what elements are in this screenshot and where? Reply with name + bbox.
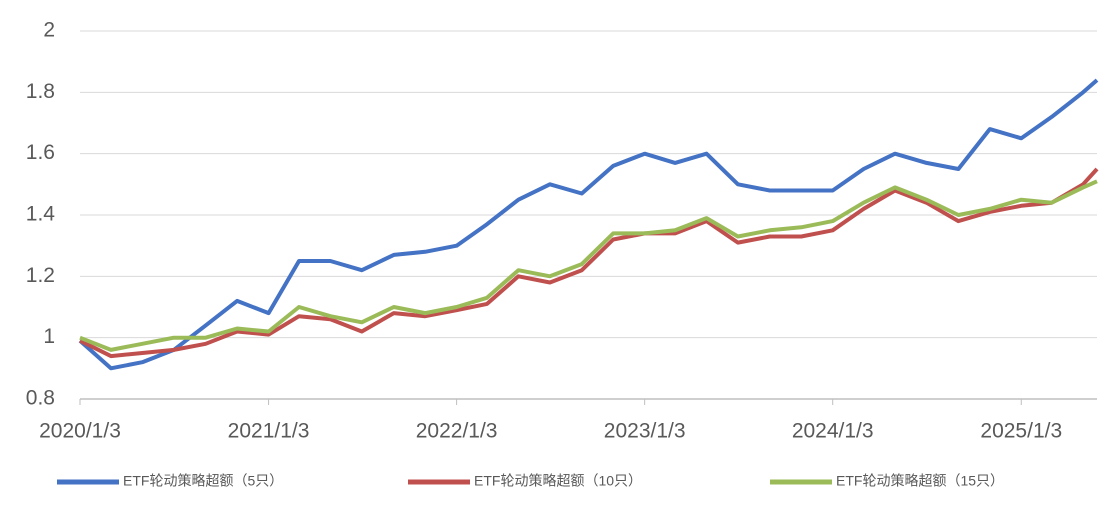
y-tick-label: 1.8: [26, 80, 55, 103]
x-tick-label: 2021/1/3: [228, 420, 310, 443]
series-line: [78, 78, 1099, 371]
y-tick-label: 1.4: [26, 203, 56, 226]
y-tick-label: 1.6: [26, 141, 55, 164]
legend-text: ETF轮动策略超额（5只）: [123, 473, 283, 489]
y-tick-label: 0.8: [26, 387, 55, 410]
legend-text: ETF轮动策略超额（10只）: [474, 473, 642, 489]
x-tick-label: 2023/1/3: [604, 420, 686, 443]
series-line: [79, 179, 1098, 352]
y-tick-label: 1: [43, 325, 55, 348]
series-line: [79, 167, 1099, 359]
y-tick-label: 2: [43, 19, 55, 42]
legend-text: ETF轮动策略超额（15只）: [836, 473, 1004, 489]
y-tick-label: 1.2: [26, 264, 55, 287]
x-tick-label: 2024/1/3: [792, 420, 874, 443]
x-tick-label: 2022/1/3: [416, 420, 498, 443]
x-tick-label: 2025/1/3: [980, 420, 1062, 443]
x-tick-label: 2020/1/3: [39, 420, 121, 443]
